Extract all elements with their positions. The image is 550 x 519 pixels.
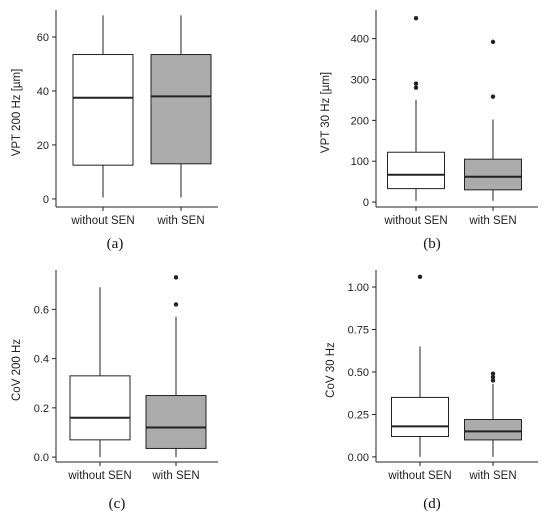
box-iqr bbox=[391, 396, 449, 438]
panel-label: (a) bbox=[107, 236, 124, 252]
y-axis-label: CoV 200 Hz bbox=[11, 339, 23, 401]
outlier-point bbox=[173, 302, 179, 307]
chart-panel-c: 0.0 0.2 0.4 0.6 CoV 200 Hz without SEN with SE… bbox=[11, 270, 218, 512]
chart-panel-d: 0.00 0.25 0.50 0.75 1.00 CoV 30 Hz without SEN… bbox=[325, 270, 538, 512]
panel-label: (d) bbox=[423, 496, 441, 512]
y-tick-label: 0 bbox=[43, 194, 49, 206]
y-tick-label: 0.2 bbox=[34, 403, 49, 415]
box-without-sen bbox=[387, 15, 445, 201]
y-tick-label: 20 bbox=[37, 140, 49, 152]
outlier-point bbox=[490, 374, 496, 380]
outlier-point bbox=[490, 94, 496, 99]
y-tick-label: 0 bbox=[363, 197, 369, 209]
y-tick-label: 0.4 bbox=[34, 354, 49, 366]
x-tick-label: without SEN bbox=[387, 470, 451, 482]
box-with-sen bbox=[150, 15, 212, 198]
outlier-point bbox=[413, 85, 419, 90]
box-iqr bbox=[69, 375, 131, 441]
box-with-sen bbox=[145, 275, 207, 458]
y-tick-label: 40 bbox=[37, 86, 49, 98]
box-with-sen bbox=[464, 371, 522, 457]
box-with-sen bbox=[464, 39, 522, 201]
outlier-point bbox=[413, 81, 419, 86]
panel-label: (c) bbox=[109, 496, 126, 512]
outlier-point bbox=[413, 15, 419, 21]
box-iqr bbox=[387, 151, 445, 190]
y-axis-label: CoV 30 Hz bbox=[325, 342, 337, 398]
y-tick-label: 300 bbox=[351, 74, 369, 86]
box-iqr bbox=[464, 158, 522, 191]
box-without-sen bbox=[69, 287, 131, 458]
y-tick-label: 0.6 bbox=[34, 304, 49, 316]
panel-label: (b) bbox=[423, 236, 441, 252]
box-iqr bbox=[464, 419, 522, 441]
x-tick-label: without SEN bbox=[70, 215, 134, 227]
box-without-sen bbox=[72, 15, 134, 198]
x-tick-label: with SEN bbox=[468, 470, 516, 482]
y-tick-label: 0.00 bbox=[348, 452, 369, 464]
outlier-point bbox=[173, 275, 179, 280]
box-without-sen bbox=[391, 274, 449, 457]
y-tick-label: 60 bbox=[37, 32, 49, 44]
chart-panel-a: 0 20 40 60 VPT 200 Hz [µm] without SEN with SE… bbox=[11, 10, 218, 252]
y-tick-label: 200 bbox=[351, 115, 369, 127]
y-axis-label: VPT 200 Hz [µm] bbox=[11, 69, 23, 157]
box-iqr bbox=[145, 395, 207, 449]
outlier-point bbox=[417, 274, 423, 279]
x-tick-label: with SEN bbox=[151, 470, 199, 482]
y-tick-label: 0.0 bbox=[34, 452, 49, 464]
y-tick-label: 0.75 bbox=[348, 324, 369, 336]
box-iqr bbox=[72, 54, 134, 166]
x-tick-label: with SEN bbox=[156, 215, 204, 227]
x-tick-label: without SEN bbox=[67, 470, 131, 482]
y-tick-label: 0.50 bbox=[348, 367, 369, 379]
y-tick-label: 0.25 bbox=[348, 409, 369, 421]
chart-panel-b: 0 100 200 300 400 VPT 30 Hz [µm] without SEN wi… bbox=[320, 10, 538, 252]
outlier-point bbox=[490, 371, 496, 376]
x-tick-label: with SEN bbox=[468, 215, 516, 227]
y-axis-label: VPT 30 Hz [µm] bbox=[320, 72, 332, 153]
outlier-point bbox=[490, 39, 496, 45]
box-iqr bbox=[150, 54, 212, 165]
outlier-point bbox=[490, 378, 496, 383]
y-tick-label: 1.00 bbox=[348, 282, 369, 294]
y-tick-label: 100 bbox=[351, 156, 369, 168]
y-tick-label: 400 bbox=[351, 34, 369, 46]
x-tick-label: without SEN bbox=[383, 215, 447, 227]
